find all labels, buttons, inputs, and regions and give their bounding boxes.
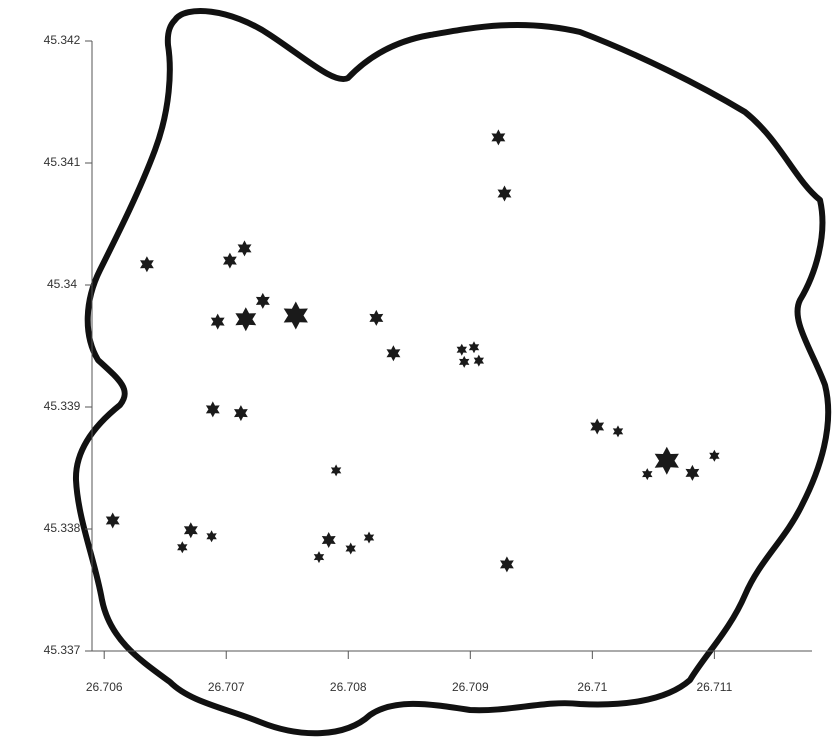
star-point (612, 425, 624, 438)
y-tick-label: 45.339 (44, 399, 81, 413)
x-tick-label: 26.709 (452, 680, 489, 694)
x-tick-label: 26.706 (86, 680, 123, 694)
star-point (363, 531, 375, 544)
star-point (205, 401, 220, 418)
star-point (223, 252, 237, 269)
star-point (177, 541, 188, 554)
star-point (456, 343, 467, 356)
star-point (386, 345, 401, 362)
star-point (500, 556, 514, 573)
star-point (345, 542, 356, 555)
star-point (642, 468, 653, 481)
star-point (497, 185, 512, 202)
star-point (459, 355, 470, 368)
x-tick-label: 26.707 (208, 680, 245, 694)
star-point (313, 551, 325, 564)
y-tick-label: 45.341 (44, 155, 81, 169)
star-point (210, 313, 225, 330)
y-tick-label: 45.338 (44, 521, 81, 535)
y-tick-label: 45.337 (44, 643, 81, 657)
star-point (234, 405, 248, 422)
star-point (491, 129, 506, 146)
star-point (237, 240, 252, 257)
star-point (235, 307, 257, 332)
star-point (206, 530, 217, 543)
star-point (685, 464, 700, 481)
star-point (255, 292, 270, 309)
star-point (709, 449, 720, 462)
star-point (369, 309, 384, 326)
x-tick-label: 26.711 (696, 680, 732, 694)
star-point (105, 512, 120, 529)
star-point (654, 446, 679, 475)
y-tick-label: 45.342 (44, 33, 81, 47)
star-point (140, 256, 154, 273)
star-point (183, 522, 198, 539)
star-point (590, 418, 605, 435)
y-tick-label: 45.34 (47, 277, 77, 291)
star-point (321, 532, 336, 548)
star-point (283, 301, 308, 330)
star-point (473, 354, 484, 367)
star-point (468, 341, 480, 354)
x-tick-label: 26.708 (330, 680, 367, 694)
star-point (330, 464, 342, 477)
boundary-outline (72, 8, 832, 737)
x-tick-label: 26.71 (577, 680, 607, 694)
